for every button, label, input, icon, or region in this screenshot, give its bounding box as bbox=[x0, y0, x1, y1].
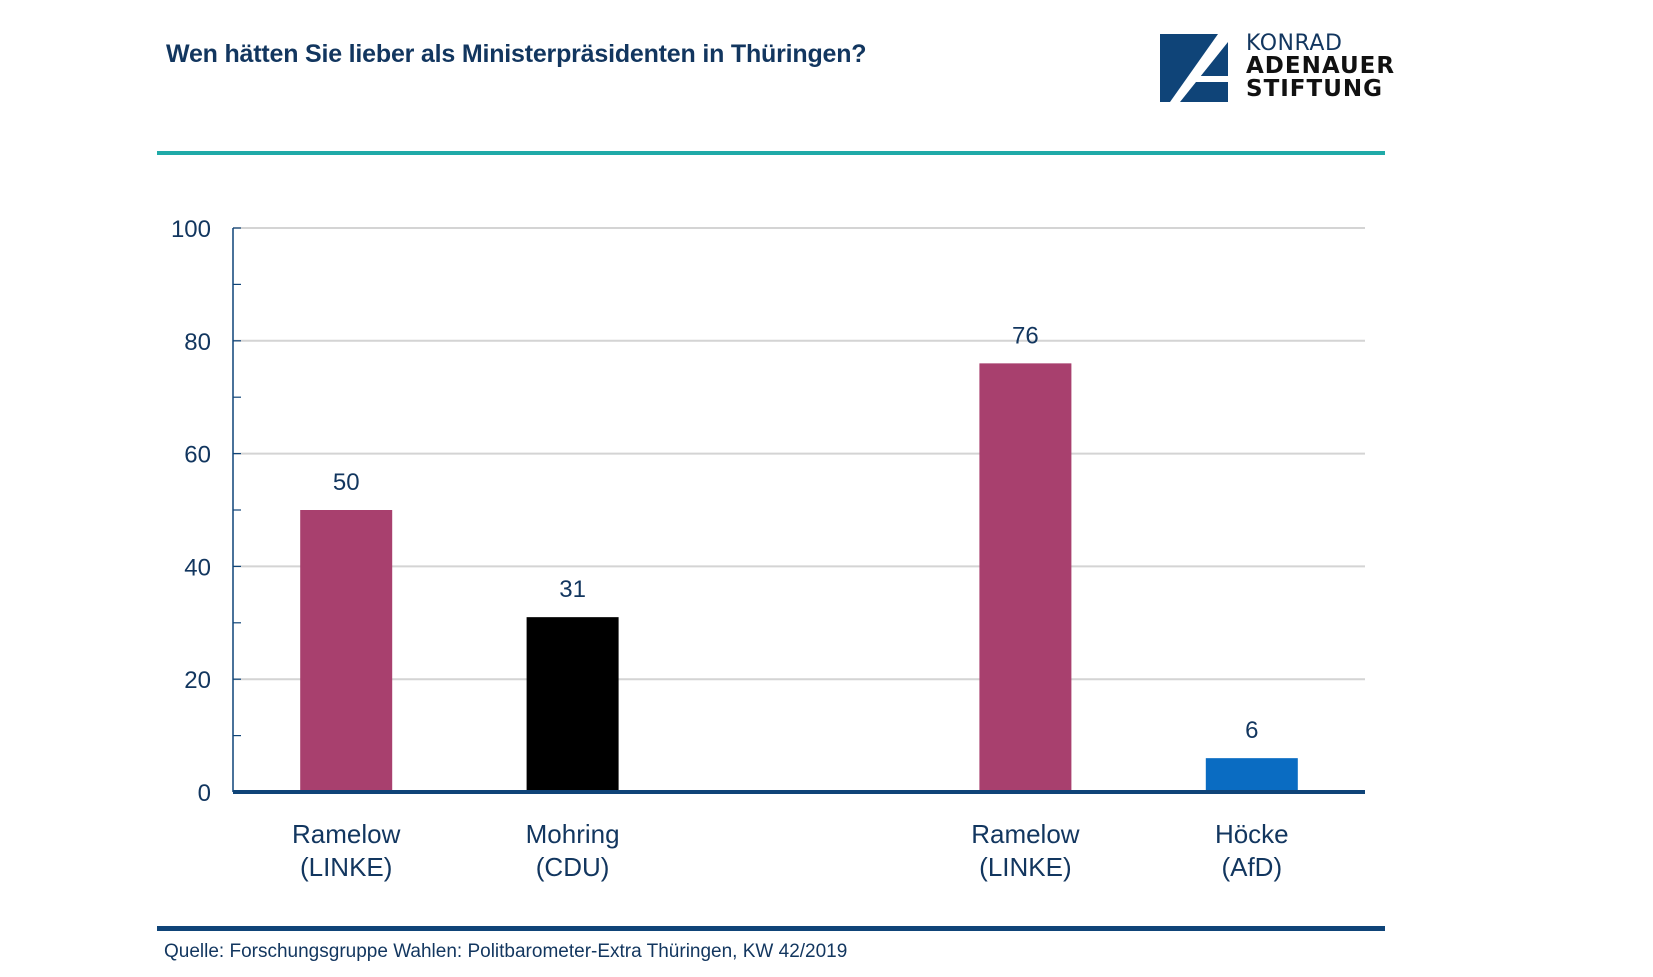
kas-logo: KONRAD ADENAUER STIFTUNG bbox=[1160, 32, 1400, 104]
logo-line-stiftung: STIFTUNG bbox=[1246, 76, 1384, 102]
source-note: Quelle: Forschungsgruppe Wahlen: Politba… bbox=[164, 941, 848, 962]
y-tick-label: 100 bbox=[171, 216, 211, 243]
footer-divider bbox=[157, 926, 1385, 931]
bar bbox=[979, 363, 1072, 792]
data-label: 76 bbox=[1012, 322, 1039, 349]
x-tick-label-party: (LINKE) bbox=[979, 852, 1071, 882]
y-tick-label: 80 bbox=[184, 329, 211, 356]
bar bbox=[1205, 758, 1298, 792]
x-tick-label-party: (CDU) bbox=[536, 852, 610, 882]
x-tick-label: Ramelow bbox=[292, 819, 401, 849]
y-tick-label: 60 bbox=[184, 442, 211, 469]
logo-line-konrad: KONRAD bbox=[1246, 31, 1343, 56]
chart-title: Wen hätten Sie lieber als Ministerpräsid… bbox=[166, 40, 867, 68]
data-label: 50 bbox=[333, 469, 360, 496]
kas-a-logo-icon bbox=[1160, 34, 1228, 102]
x-tick-label-party: (LINKE) bbox=[300, 852, 392, 882]
bar bbox=[300, 510, 393, 792]
x-tick-label: Höcke bbox=[1215, 819, 1289, 849]
data-label: 31 bbox=[559, 576, 586, 603]
data-label: 6 bbox=[1245, 717, 1258, 744]
y-tick-label: 0 bbox=[198, 780, 211, 807]
y-tick-label: 20 bbox=[184, 667, 211, 694]
bar bbox=[526, 617, 619, 792]
x-tick-label: Mohring bbox=[526, 819, 620, 849]
y-tick-label: 40 bbox=[184, 554, 211, 581]
logo-text: KONRAD ADENAUER STIFTUNG bbox=[1246, 32, 1395, 101]
x-tick-label-party: (AfD) bbox=[1221, 852, 1282, 882]
logo-line-adenauer: ADENAUER bbox=[1246, 53, 1396, 79]
header-divider bbox=[157, 151, 1385, 155]
x-tick-label: Ramelow bbox=[971, 819, 1080, 849]
